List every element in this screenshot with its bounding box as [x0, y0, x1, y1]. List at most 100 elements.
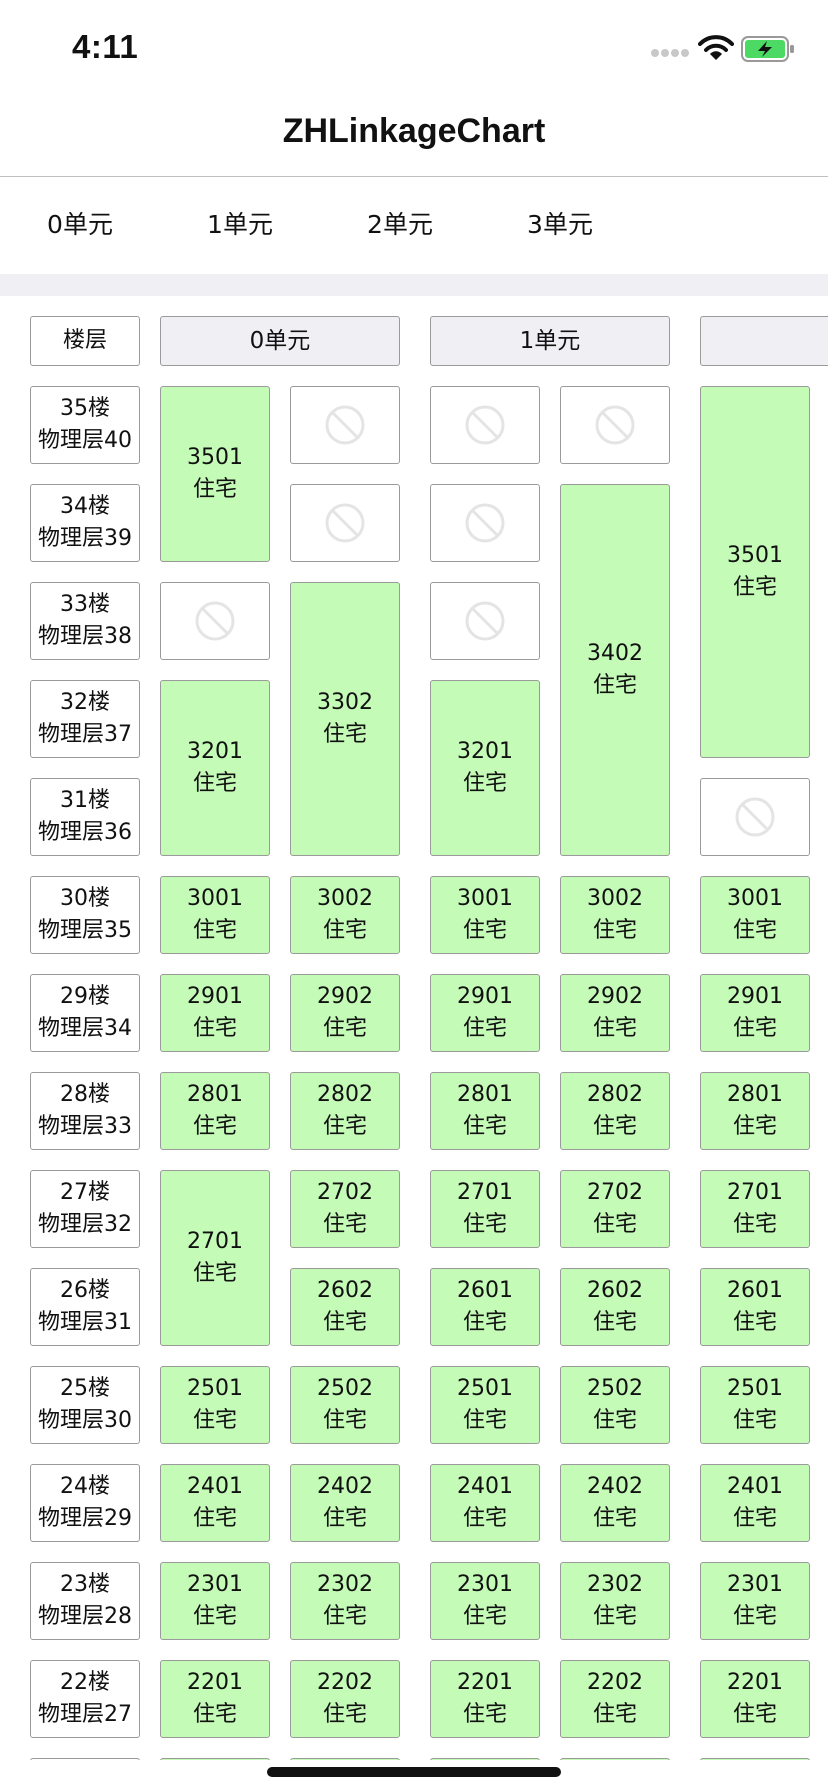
- room-number: 2402: [587, 1474, 643, 1499]
- room-cell[interactable]: 2801 住宅: [700, 1072, 810, 1150]
- room-cell[interactable]: 3001 住宅: [160, 876, 270, 954]
- room-cell[interactable]: 2802 住宅: [560, 1072, 670, 1150]
- room-number: 2302: [317, 1572, 373, 1597]
- room-cell[interactable]: 2701 住宅: [160, 1170, 270, 1346]
- room-type: 住宅: [732, 1506, 777, 1531]
- room-cell[interactable]: 2901 住宅: [700, 974, 810, 1052]
- room-cell[interactable]: 2802 住宅: [290, 1072, 400, 1150]
- room-type: 住宅: [592, 1212, 637, 1237]
- room-number: 2201: [457, 1670, 513, 1695]
- unavailable-room-cell[interactable]: [560, 386, 670, 464]
- room-number: 2901: [187, 984, 243, 1009]
- room-cell[interactable]: 2801 住宅: [160, 1072, 270, 1150]
- room-cell[interactable]: 2301 住宅: [430, 1562, 540, 1640]
- room-cell[interactable]: 2501 住宅: [160, 1366, 270, 1444]
- room-cell[interactable]: 2502 住宅: [560, 1366, 670, 1444]
- room-number: 3001: [187, 886, 243, 911]
- floor-label: 27楼 物理层32: [30, 1170, 140, 1248]
- unavailable-room-cell[interactable]: [700, 778, 810, 856]
- unavailable-room-cell[interactable]: [430, 386, 540, 464]
- room-number: 2702: [317, 1180, 373, 1205]
- floor-label: 34楼 物理层39: [30, 484, 140, 562]
- room-cell[interactable]: 3201 住宅: [160, 680, 270, 856]
- room-cell[interactable]: [560, 1758, 670, 1760]
- room-cell[interactable]: 2901 住宅: [160, 974, 270, 1052]
- physical-floor: 物理层27: [38, 1702, 132, 1727]
- room-number: 2701: [727, 1180, 783, 1205]
- room-cell[interactable]: 2201 住宅: [160, 1660, 270, 1738]
- room-cell[interactable]: 2602 住宅: [560, 1268, 670, 1346]
- room-cell[interactable]: 3201 住宅: [430, 680, 540, 856]
- room-cell[interactable]: 2401 住宅: [430, 1464, 540, 1542]
- room-cell[interactable]: 2202 住宅: [560, 1660, 670, 1738]
- room-cell[interactable]: 3001 住宅: [700, 876, 810, 954]
- room-cell[interactable]: [160, 1758, 270, 1760]
- room-number: 2702: [587, 1180, 643, 1205]
- tab-unit-0[interactable]: 0单元: [47, 210, 113, 239]
- room-cell[interactable]: 2301 住宅: [160, 1562, 270, 1640]
- room-cell[interactable]: [700, 1758, 810, 1760]
- room-cell[interactable]: 3002 住宅: [560, 876, 670, 954]
- room-cell[interactable]: 3001 住宅: [430, 876, 540, 954]
- physical-floor: 物理层32: [38, 1212, 132, 1237]
- physical-floor: 物理层35: [38, 918, 132, 943]
- room-cell[interactable]: 2902 住宅: [290, 974, 400, 1052]
- floor-label: 31楼 物理层36: [30, 778, 140, 856]
- unavailable-room-cell[interactable]: [430, 582, 540, 660]
- room-cell[interactable]: 2302 住宅: [560, 1562, 670, 1640]
- room-cell[interactable]: 2401 住宅: [160, 1464, 270, 1542]
- floor-name: 22楼: [60, 1670, 110, 1695]
- room-number: 3002: [587, 886, 643, 911]
- room-cell[interactable]: 2501 住宅: [430, 1366, 540, 1444]
- tab-unit-3[interactable]: 3单元: [527, 210, 593, 239]
- room-cell[interactable]: [430, 1758, 540, 1760]
- room-cell[interactable]: 2701 住宅: [430, 1170, 540, 1248]
- unit-header-1[interactable]: 1单元: [430, 316, 670, 366]
- room-type: 住宅: [462, 918, 507, 943]
- room-cell[interactable]: 2401 住宅: [700, 1464, 810, 1542]
- room-cell[interactable]: 2402 住宅: [560, 1464, 670, 1542]
- unavailable-room-cell[interactable]: [290, 386, 400, 464]
- room-number: 3501: [727, 543, 783, 568]
- room-cell[interactable]: 2601 住宅: [700, 1268, 810, 1346]
- room-cell[interactable]: [290, 1758, 400, 1760]
- room-cell[interactable]: 2201 住宅: [700, 1660, 810, 1738]
- room-cell[interactable]: 2302 住宅: [290, 1562, 400, 1640]
- room-type: 住宅: [462, 1016, 507, 1041]
- room-cell[interactable]: 2201 住宅: [430, 1660, 540, 1738]
- room-cell[interactable]: 2901 住宅: [430, 974, 540, 1052]
- room-cell[interactable]: 2202 住宅: [290, 1660, 400, 1738]
- room-cell[interactable]: 2602 住宅: [290, 1268, 400, 1346]
- tab-unit-2[interactable]: 2单元: [367, 210, 433, 239]
- floor-label: 26楼 物理层31: [30, 1268, 140, 1346]
- room-cell[interactable]: 3302 住宅: [290, 582, 400, 856]
- room-type: 住宅: [322, 918, 367, 943]
- room-cell[interactable]: 2902 住宅: [560, 974, 670, 1052]
- room-cell[interactable]: 2702 住宅: [290, 1170, 400, 1248]
- room-number: 3201: [457, 739, 513, 764]
- room-cell[interactable]: 2501 住宅: [700, 1366, 810, 1444]
- room-type: 住宅: [732, 1604, 777, 1629]
- room-cell[interactable]: 3501 住宅: [160, 386, 270, 562]
- physical-floor: 物理层29: [38, 1506, 132, 1531]
- building-grid[interactable]: 楼层 0单元 1单元 35楼 物理层40 34楼 物理层39 33楼 物理层38 32楼 物理…: [0, 296, 828, 1760]
- room-cell[interactable]: 2702 住宅: [560, 1170, 670, 1248]
- room-cell[interactable]: 2601 住宅: [430, 1268, 540, 1346]
- room-cell[interactable]: 2801 住宅: [430, 1072, 540, 1150]
- unavailable-room-cell[interactable]: [160, 582, 270, 660]
- room-cell[interactable]: 2402 住宅: [290, 1464, 400, 1542]
- room-cell[interactable]: 2502 住宅: [290, 1366, 400, 1444]
- unit-header-0[interactable]: 0单元: [160, 316, 400, 366]
- unavailable-room-cell[interactable]: [430, 484, 540, 562]
- room-cell[interactable]: 2301 住宅: [700, 1562, 810, 1640]
- room-number: 2601: [727, 1278, 783, 1303]
- room-type: 住宅: [192, 477, 237, 502]
- room-cell[interactable]: 3501 住宅: [700, 386, 810, 758]
- room-cell[interactable]: 3002 住宅: [290, 876, 400, 954]
- room-number: 2701: [457, 1180, 513, 1205]
- room-cell[interactable]: 3402 住宅: [560, 484, 670, 856]
- unit-header-2[interactable]: [700, 316, 828, 366]
- unavailable-room-cell[interactable]: [290, 484, 400, 562]
- room-cell[interactable]: 2701 住宅: [700, 1170, 810, 1248]
- tab-unit-1[interactable]: 1单元: [207, 210, 273, 239]
